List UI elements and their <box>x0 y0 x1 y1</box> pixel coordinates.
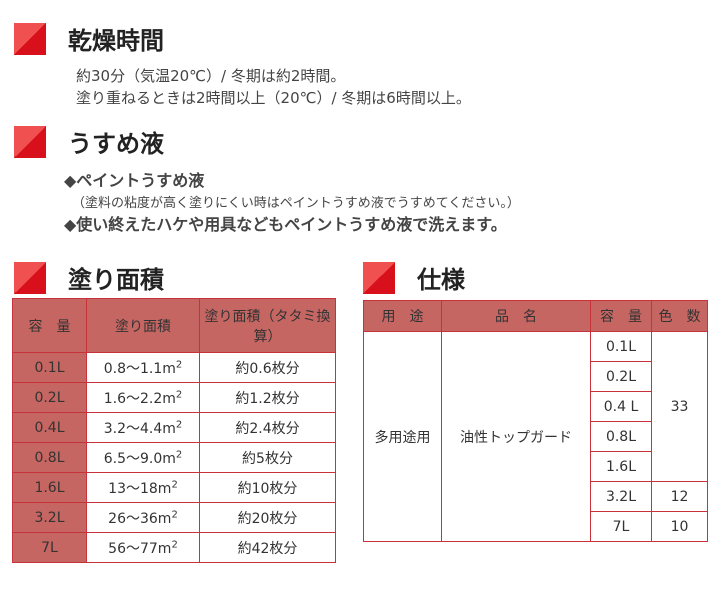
color-count-cell: 33 <box>651 331 708 482</box>
heading-text: 塗り面積 <box>68 266 164 294</box>
area-sup: 2 <box>175 448 183 460</box>
table-row: 0.4L 3.2～4.4m2 約2.4枚分 <box>12 412 336 443</box>
area-sup: 2 <box>171 478 178 490</box>
area-value: 6.5～9.0m <box>103 450 176 467</box>
tatami-cell: 約5枚分 <box>199 442 336 473</box>
spec-table: 用 途品 名容 量色 数 多用途用 油性トップガード 0.1L 33 0.2L 0.4… <box>363 300 708 542</box>
area-cell: 56～77m2 <box>86 532 200 563</box>
tatami-cell: 約10枚分 <box>199 472 336 503</box>
col-header: 品 名 <box>441 300 591 332</box>
use-cell: 多用途用 <box>363 331 442 542</box>
area-cell: 13～18m2 <box>86 472 200 503</box>
area-value: 0.8～1.1m <box>103 360 176 377</box>
table-row: 7L 56～77m2 約42枚分 <box>12 532 336 563</box>
drying-line-2: 塗り重ねるときは2時間以上（20℃）/ 冬期は6時間以上。 <box>76 89 471 107</box>
area-value: 26～36m <box>108 510 172 527</box>
red-square-icon <box>14 261 46 294</box>
size-cell: 3.2L <box>12 502 87 533</box>
table-row: 3.2L 26～36m2 約20枚分 <box>12 502 336 533</box>
area-cell: 0.8～1.1m2 <box>86 352 200 383</box>
col-header: 色 数 <box>651 300 708 332</box>
color-count-cell: 12 <box>651 481 708 512</box>
table-row: 0.8L 6.5～9.0m2 約5枚分 <box>12 442 336 473</box>
coverage-table: 容 量塗り面積 塗り面積（タタミ換算） 0.1L 0.8～1.1m2 約0.6枚分 0.… <box>12 298 336 563</box>
col-header: 用 途 <box>363 300 442 332</box>
size-cell: 0.1L <box>590 331 652 362</box>
area-sup: 2 <box>171 508 178 520</box>
tatami-cell: 約1.2枚分 <box>199 382 336 413</box>
red-square-icon <box>14 125 46 158</box>
size-cell: 0.2L <box>12 382 87 413</box>
heading-text: 乾燥時間 <box>68 27 164 55</box>
area-sup: 2 <box>175 418 183 430</box>
area-value: 1.6～2.2m <box>103 390 176 407</box>
area-value: 56～77m <box>108 540 172 557</box>
size-cell: 3.2L <box>590 481 652 512</box>
col-header: 塗り面積 <box>86 298 200 353</box>
tatami-cell: 約42枚分 <box>199 532 336 563</box>
heading-text: うすめ液 <box>68 130 164 158</box>
heading-text: 仕様 <box>417 266 465 294</box>
area-sup: 2 <box>175 358 183 370</box>
thinner-line-2: （塗料の粘度が高く塗りにくい時はペイントうすめ液でうすめてください。） <box>72 196 520 211</box>
size-cell: 0.1L <box>12 352 87 383</box>
size-cell: 0.8L <box>590 421 652 452</box>
col-header: 容 量 <box>12 298 87 353</box>
heading-thinner: うすめ液 <box>14 124 164 159</box>
thinner-line-3: ◆使い終えたハケや用具などもペイントうすめ液で洗えます。 <box>64 215 507 234</box>
area-cell: 1.6～2.2m2 <box>86 382 200 413</box>
drying-line-1: 約30分（気温20℃）/ 冬期は約2時間。 <box>76 67 346 85</box>
heading-drying-time: 乾燥時間 <box>14 21 164 56</box>
size-cell: 0.2L <box>590 361 652 392</box>
area-cell: 26～36m2 <box>86 502 200 533</box>
tatami-cell: 約20枚分 <box>199 502 336 533</box>
size-cell: 7L <box>590 511 652 542</box>
size-cell: 0.8L <box>12 442 87 473</box>
size-cell: 0.4 L <box>590 391 652 422</box>
heading-spec: 仕様 <box>363 260 465 295</box>
red-square-icon <box>363 261 395 294</box>
size-cell: 0.4L <box>12 412 87 443</box>
red-square-icon <box>14 22 46 55</box>
table-row: 1.6L 13～18m2 約10枚分 <box>12 472 336 503</box>
product-cell: 油性トップガード <box>441 331 591 542</box>
area-cell: 6.5～9.0m2 <box>86 442 200 473</box>
area-value: 3.2～4.4m <box>103 420 176 437</box>
size-cell: 7L <box>12 532 87 563</box>
area-cell: 3.2～4.4m2 <box>86 412 200 443</box>
col-header: 塗り面積（タタミ換算） <box>199 298 336 353</box>
area-value: 13～18m <box>108 480 172 497</box>
tatami-cell: 約0.6枚分 <box>199 352 336 383</box>
heading-coverage: 塗り面積 <box>14 260 164 295</box>
table-row: 0.2L 1.6～2.2m2 約1.2枚分 <box>12 382 336 413</box>
area-sup: 2 <box>171 538 178 550</box>
size-cell: 1.6L <box>590 451 652 482</box>
tatami-cell: 約2.4枚分 <box>199 412 336 443</box>
col-header: 容 量 <box>590 300 652 332</box>
area-sup: 2 <box>175 388 183 400</box>
thinner-line-1: ◆ペイントうすめ液 <box>64 171 205 190</box>
size-cell: 1.6L <box>12 472 87 503</box>
table-row: 0.1L 0.8～1.1m2 約0.6枚分 <box>12 352 336 383</box>
color-count-cell: 10 <box>651 511 708 542</box>
